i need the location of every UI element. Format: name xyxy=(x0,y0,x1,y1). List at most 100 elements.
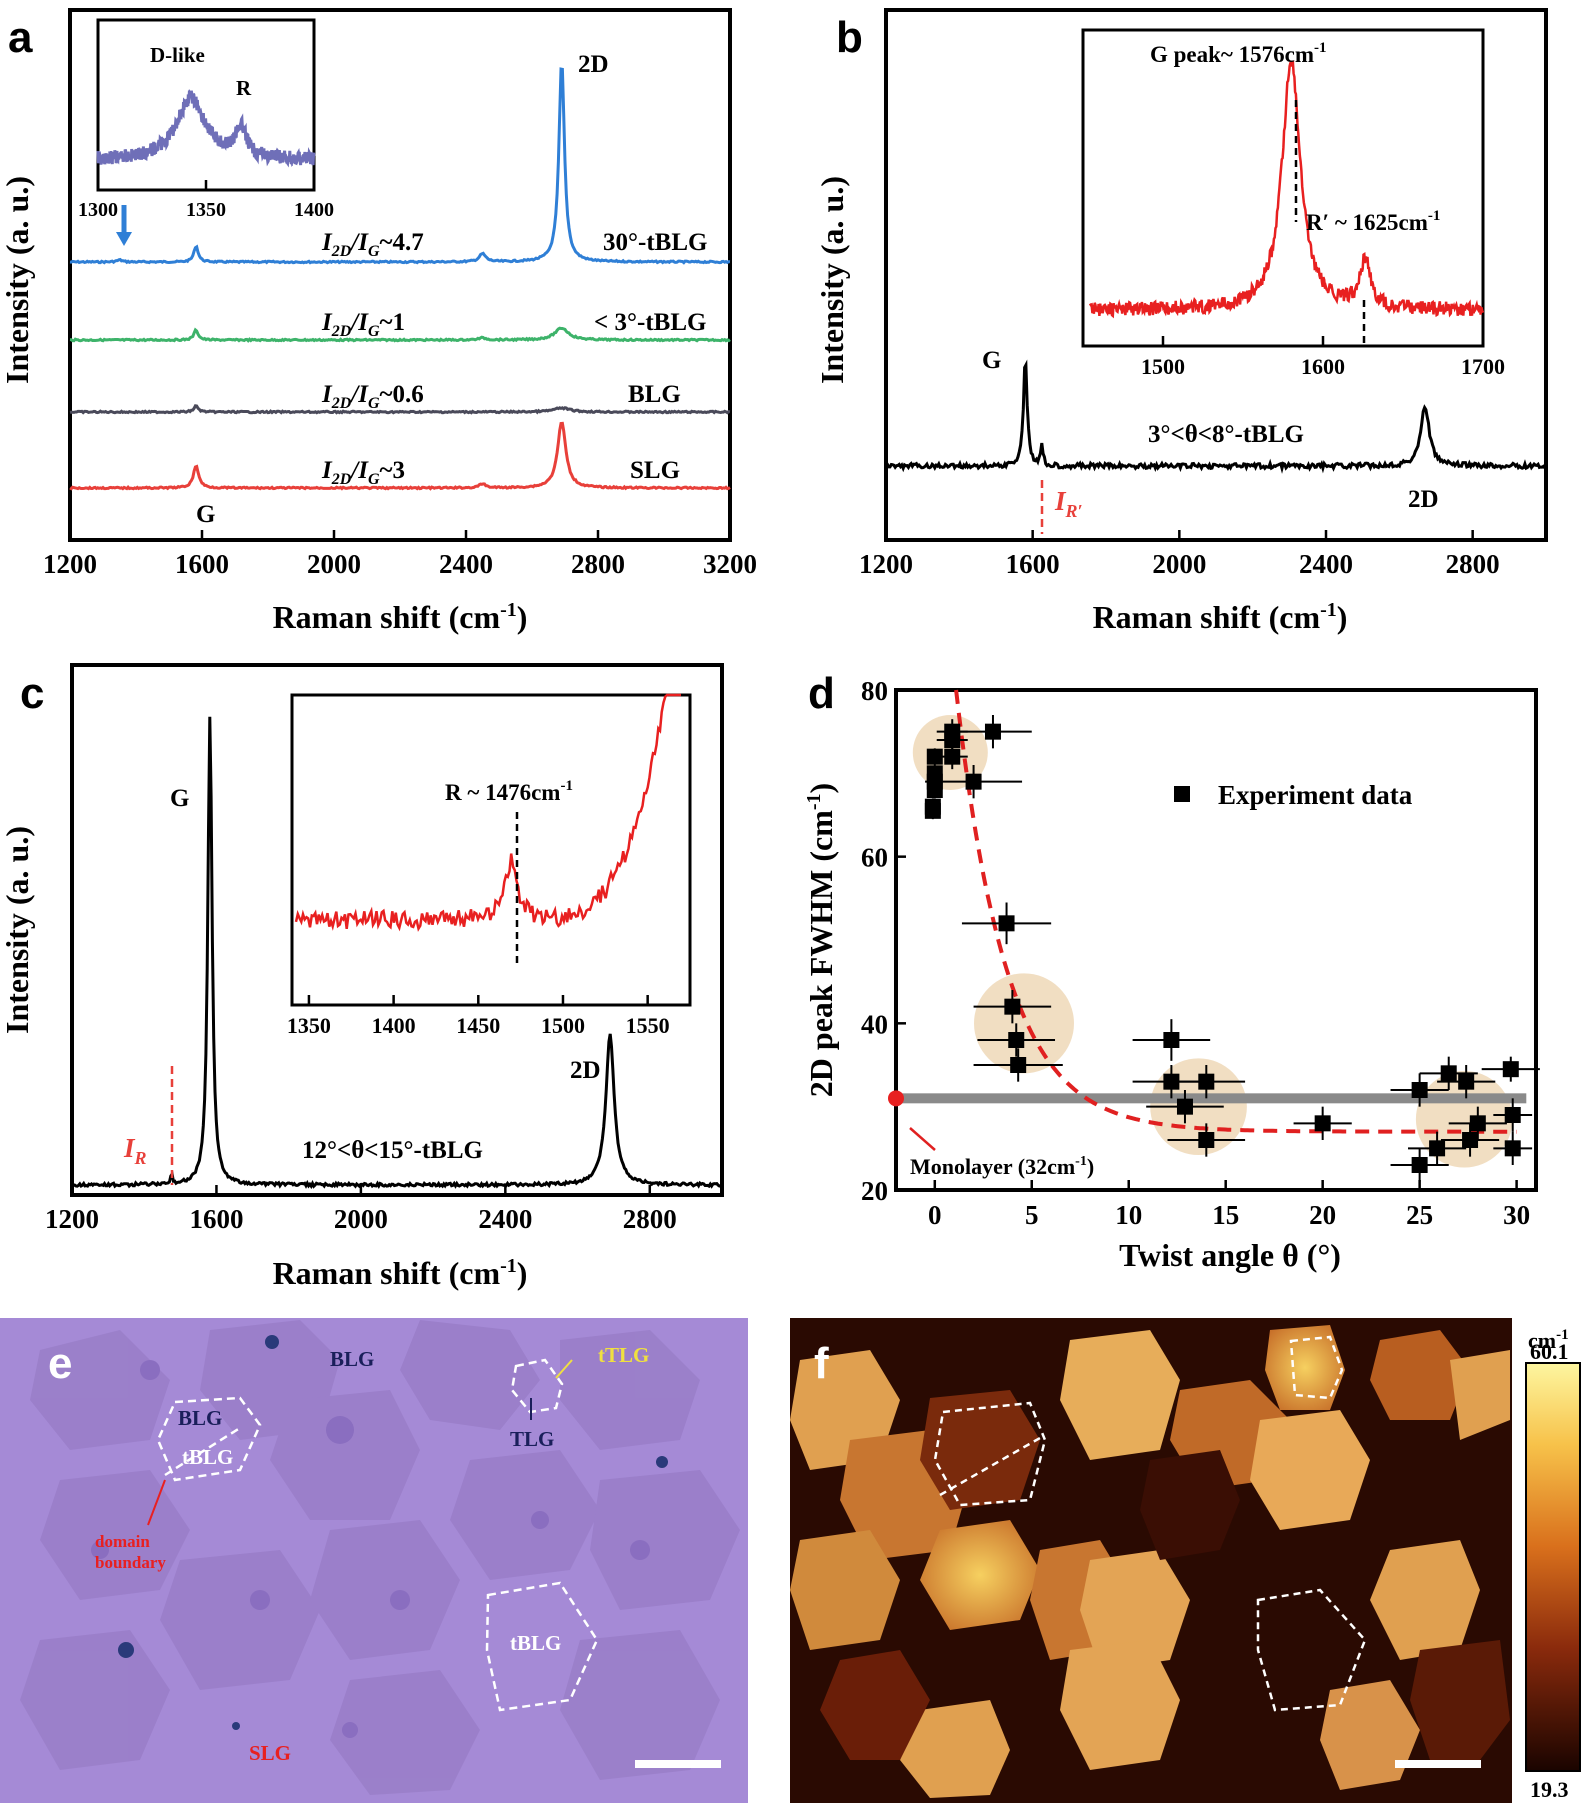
x-axis: 1200 1600 2000 2400 2800 xyxy=(45,1185,677,1234)
x-axis-label: Raman shift (cm-1) xyxy=(1093,599,1348,635)
ratio-labels: I2D/IG~4.7 I2D/IG~1 I2D/IG~0.6 I2D/IG~3 xyxy=(321,229,424,488)
data-point xyxy=(1502,1061,1519,1078)
inset-x-axis: 1300 1350 1400 xyxy=(78,180,334,221)
data-point xyxy=(1429,1140,1446,1157)
x-tick-label: 2000 xyxy=(1152,549,1206,579)
monolayer-dot xyxy=(888,1090,904,1107)
data-point xyxy=(1198,1073,1215,1090)
x-tick-label: 1200 xyxy=(45,1204,99,1234)
ratio-label-lt3-tblg: I2D/IG~1 xyxy=(321,309,405,340)
x-tick-label: 2400 xyxy=(478,1204,532,1234)
data-point xyxy=(1198,1132,1215,1148)
data-point xyxy=(1411,1082,1428,1098)
panel-d: d 0 5 10 15 20 25 30 20 40 60 80 Monolayer (32cm-1… xyxy=(803,669,1540,1273)
inset-frame xyxy=(290,693,692,1007)
inset-a: D-like R 1300 1350 1400 xyxy=(78,18,334,221)
inset-x-tick-label: 1700 xyxy=(1461,354,1505,379)
data-point xyxy=(998,915,1015,932)
series-name: 3°<θ<8°-tBLG xyxy=(1148,421,1304,448)
colorbar-min: 19.3 xyxy=(1530,1777,1569,1802)
x-tick-label: 1600 xyxy=(189,1204,243,1234)
inset-line xyxy=(96,89,316,168)
series-name-blg: BLG xyxy=(628,381,681,408)
data-point xyxy=(1010,1057,1027,1073)
data-point xyxy=(984,723,1001,740)
blue-arrow xyxy=(116,205,132,246)
monolayer-label: Monolayer (32cm-1) xyxy=(910,1154,1094,1179)
ratio-label-30-tblg: I2D/IG~4.7 xyxy=(321,229,424,260)
inset-x-tick-label: 1600 xyxy=(1301,354,1345,379)
y-tick-label: 20 xyxy=(861,1176,888,1206)
data-point xyxy=(1314,1115,1331,1132)
data-point xyxy=(1504,1140,1521,1157)
x-tick-label: 25 xyxy=(1406,1200,1433,1230)
dashed-outlines xyxy=(156,1358,599,1712)
label-blg: BLG xyxy=(178,1406,222,1430)
x-tick-label: 2000 xyxy=(307,549,361,579)
inset-x-tick-label: 1550 xyxy=(626,1013,670,1038)
x-tick-label: 30 xyxy=(1503,1200,1530,1230)
panel-b: b 1200 1600 2000 2400 2800 IR′ G 2D 3°<θ<8°-… xyxy=(814,8,1548,635)
x-tick-label: 1200 xyxy=(859,549,913,579)
inset-c: R ~ 1476cm-1 1350 1400 1450 1500 1550 xyxy=(287,693,692,1038)
inset-x-tick-label: 1500 xyxy=(541,1013,585,1038)
inset-label-dlike: D-like xyxy=(150,43,205,67)
label-boundary: boundary xyxy=(95,1553,166,1572)
domain-boundary-pointer xyxy=(147,1479,166,1526)
panel-c: c 1200 1600 2000 2400 2800 IR G 2D 12°<θ<15°… xyxy=(0,663,724,1291)
x-tick-label: 1600 xyxy=(1006,549,1060,579)
data-point xyxy=(926,748,943,765)
r-peak-label: R′ ~ 1625cm-1 xyxy=(1306,208,1440,235)
label-tblg: tBLG xyxy=(182,1445,233,1469)
inset-x-axis: 1500 1600 1700 xyxy=(1141,336,1505,379)
label-tblg-2: tBLG xyxy=(510,1631,561,1655)
monolayer-band xyxy=(896,1093,1527,1104)
label-slg: SLG xyxy=(249,1741,291,1765)
inset-x-tick-label: 1450 xyxy=(456,1013,500,1038)
ratio-label-blg: I2D/IG~0.6 xyxy=(321,381,424,412)
x-axis-label: Raman shift (cm-1) xyxy=(273,599,528,635)
inset-x-tick-label: 1350 xyxy=(186,199,226,221)
x-tick-label: 10 xyxy=(1115,1200,1142,1230)
inset-frame xyxy=(1081,28,1485,348)
legend-label: Experiment data xyxy=(1218,780,1413,810)
y-axis-label: Intensity (a. u.) xyxy=(0,826,35,1034)
x-tick-label: 1200 xyxy=(43,549,97,579)
monolayer-pointer xyxy=(909,1127,936,1151)
series-line-blg xyxy=(69,404,731,415)
label-domain: domain xyxy=(95,1532,150,1551)
data-point xyxy=(1163,1032,1180,1048)
peak-label-2d: 2D xyxy=(578,51,609,78)
data-point xyxy=(1458,1073,1475,1090)
data-point xyxy=(1504,1107,1521,1123)
x-tick-label: 0 xyxy=(928,1200,942,1230)
panel-letter-a: a xyxy=(8,13,33,62)
panel-e: e BLG BLG tBLG tTLG TLG domain boundary … xyxy=(0,1318,748,1803)
label-tlg: TLG xyxy=(510,1427,554,1451)
plot-frame xyxy=(884,8,1548,542)
x-axis-label: Twist angle θ (°) xyxy=(1119,1237,1341,1273)
data-point xyxy=(1004,998,1021,1015)
data-point xyxy=(1469,1115,1486,1132)
domain-centers xyxy=(91,1360,650,1738)
data-point xyxy=(1440,1065,1457,1082)
x-tick-label: 1600 xyxy=(175,549,229,579)
data-point xyxy=(926,782,943,798)
peak-label-g: G xyxy=(982,347,1001,374)
data-point xyxy=(944,748,961,765)
y-axis-label: Intensity (a. u.) xyxy=(0,176,35,384)
panel-letter-f: f xyxy=(814,1339,829,1388)
inset-x-tick-label: 1300 xyxy=(78,199,118,221)
ir-label: IR xyxy=(123,1133,147,1168)
data-points xyxy=(924,715,1540,1182)
data-point xyxy=(1176,1098,1193,1115)
series-line-3-8-tblg xyxy=(885,359,1548,474)
inset-x-tick-label: 1400 xyxy=(294,199,334,221)
colorbar xyxy=(1525,1362,1581,1772)
g-peak-label: G peak~ 1576cm-1 xyxy=(1150,40,1327,67)
y-tick-label: 80 xyxy=(861,676,888,706)
x-tick-label: 2400 xyxy=(439,549,493,579)
plot-frame xyxy=(894,688,1538,1192)
x-tick-label: 2800 xyxy=(571,549,625,579)
